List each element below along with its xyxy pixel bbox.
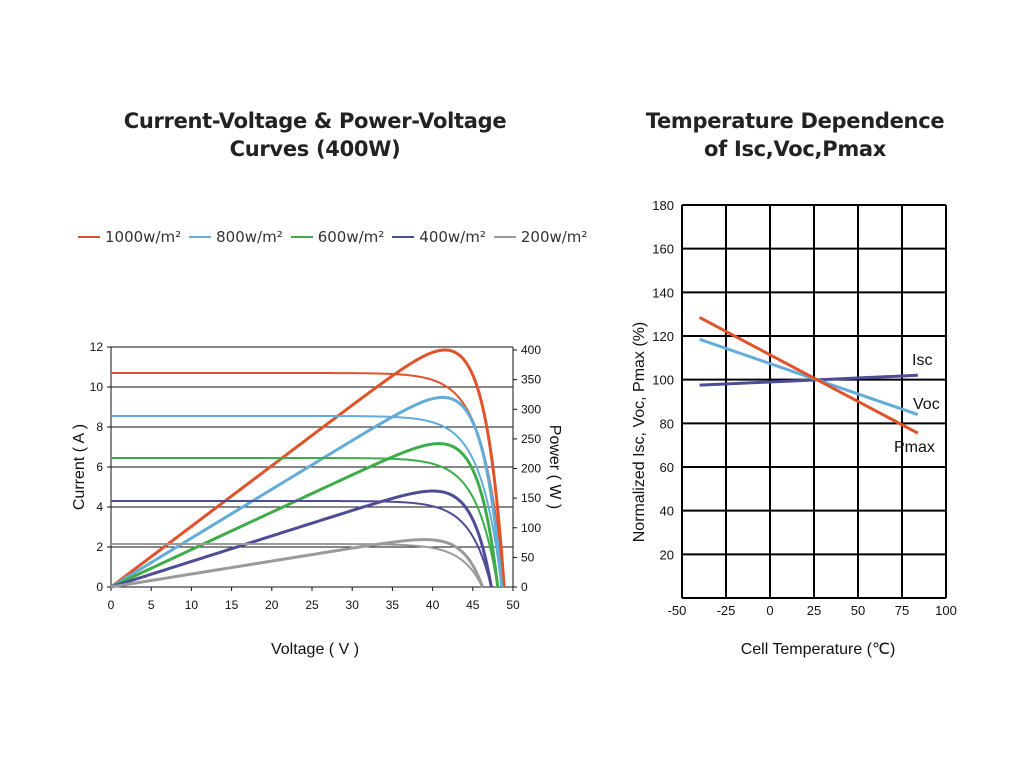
temp-y-tick-label: 160 [652,242,674,257]
iv-title-line1: Current-Voltage & Power-Voltage [123,109,507,133]
iv-x-tick-label: 0 [108,598,115,612]
legend-swatch [392,236,415,238]
temp-x-tick-label: 50 [851,603,865,618]
temp-x-tick-label: 0 [766,603,773,618]
temp-line-isc [699,373,918,387]
iv-x-tick-label: 5 [148,598,155,612]
iv-x-tick-label: 35 [386,598,400,612]
temp-line-label-pmax: Pmax [894,439,935,456]
temp-y-tick-label: 60 [660,460,674,475]
temp-x-tick-label: -50 [668,603,687,618]
temp-y-tick-label: 120 [652,329,674,344]
iv-y2-tick-label: 200 [521,462,541,476]
temp-x-tick-label: -25 [717,603,736,618]
iv-x-tick-label: 30 [346,598,360,612]
temp-title-line1: Temperature Dependence [645,109,945,133]
legend-label: 1000w/m² [105,228,182,246]
iv-curve-2 [111,457,499,588]
iv-y2-tick-label: 150 [521,491,541,505]
iv-x-tick-label: 20 [265,598,279,612]
temp-y-tick-label: 40 [660,504,674,519]
temp-y-tick-label: 100 [652,373,674,388]
iv-y2-tick-label: 400 [521,343,541,357]
temp-x-tick-label: 75 [895,603,909,618]
iv-x-tick-label: 15 [225,598,239,612]
legend-swatch [78,236,100,238]
iv-y-tick-label: 10 [90,380,104,394]
iv-x-axis-label: Voltage ( V ) [271,641,359,658]
pv-curve-0 [110,348,506,589]
temp-line-label-isc: Isc [912,352,932,369]
iv-curve-3 [111,500,493,588]
legend-item: 400w/m² [392,228,486,246]
iv-y2-tick-label: 250 [521,432,541,446]
legend-label: 200w/m² [520,228,588,246]
pv-curve-4 [110,538,484,589]
iv-y-tick-label: 4 [96,500,103,514]
iv-y2-tick-label: 0 [521,580,528,594]
temp-y-tick-label: 180 [652,198,674,213]
iv-y-tick-label: 0 [96,580,103,594]
temp-x-axis-label: Cell Temperature (℃) [741,641,896,658]
iv-curve-4 [111,543,484,588]
iv-x-tick-label: 10 [185,598,199,612]
temp-y-tick-label: 20 [660,547,674,562]
temp-y-tick-label: 140 [652,285,674,300]
legend-item: 800w/m² [189,228,283,246]
iv-y2-tick-label: 100 [521,521,541,535]
iv-x-tick-label: 25 [305,598,319,612]
pv-curve-2 [110,442,500,589]
temp-y-tick-label: 80 [660,416,674,431]
legend-swatch [290,236,313,238]
temp-title-line2: of Isc,Voc,Pmax [703,137,887,161]
iv-curve-1 [111,415,503,588]
temp-x-tick-label: 25 [807,603,821,618]
pv-curve-1 [110,395,504,589]
iv-title-line2: Curves (400W) [229,137,401,161]
iv-y2-tick-label: 50 [521,550,535,564]
temp-line-pmax [698,316,919,435]
temp-y-axis-label: Normalized Isc, Voc, Pmax (%) [631,322,648,543]
iv-legend: 1000w/m² 800w/m² 600w/m² 400w/m² 200w/m² [78,228,587,246]
iv-y-tick-label: 2 [96,540,103,554]
iv-y-tick-label: 6 [96,460,103,474]
iv-x-tick-label: 45 [466,598,480,612]
temp-chart-title: Temperature Dependence of Isc,Voc,Pmax [630,107,960,163]
legend-label: 800w/m² [216,228,283,246]
legend-label: 600w/m² [317,228,385,246]
iv-y-tick-label: 12 [90,340,104,354]
legend-item: 1000w/m² [78,228,181,246]
iv-chart-title: Current-Voltage & Power-Voltage Curves (… [80,107,550,163]
iv-y2-axis-label: Power ( W ) [546,425,563,509]
legend-swatch [189,236,212,238]
iv-y-tick-label: 8 [96,420,103,434]
iv-y2-tick-label: 300 [521,402,541,416]
pv-curve-3 [110,489,493,589]
legend-label: 400w/m² [419,228,486,246]
iv-y-axis-label: Current ( A ) [71,424,88,510]
iv-x-tick-label: 50 [506,598,520,612]
iv-y2-tick-label: 350 [521,373,541,387]
temp-line-label-voc: Voc [913,396,940,413]
temp-x-tick-label: 100 [935,603,957,618]
iv-x-tick-label: 40 [426,598,440,612]
iv-curve-0 [111,372,506,588]
legend-item: 600w/m² [290,228,385,246]
legend-swatch [493,236,516,238]
legend-item: 200w/m² [493,228,588,246]
